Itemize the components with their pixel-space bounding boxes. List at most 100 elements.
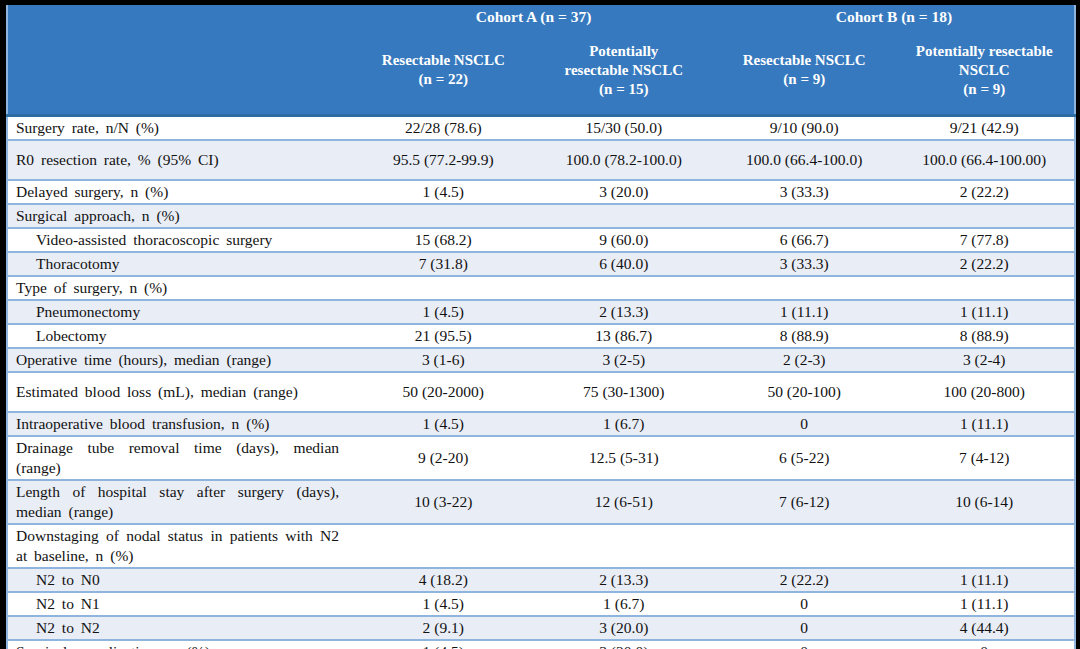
value-cell: 2 (22.2) (894, 252, 1075, 276)
value-cell (353, 276, 533, 300)
value-cell: 9 (60.0) (534, 228, 714, 252)
table-row: Lobectomy21 (95.5)13 (86.7)8 (88.9)8 (88… (7, 324, 1075, 348)
cohort-header-row: Cohort A (n = 37) Cohort B (n = 18) (7, 5, 1075, 32)
value-cell: 3 (20.0) (534, 616, 714, 640)
table-row: Surgery rate, n/N (%)22/28 (78.6)15/30 (… (7, 116, 1075, 141)
value-cell (353, 204, 533, 228)
value-cell: 3 (2-5) (534, 348, 714, 372)
table-row: N2 to N11 (4.5)1 (6.7)01 (11.1) (7, 592, 1075, 616)
row-label-cell: Delayed surgery, n (%) (7, 180, 353, 204)
value-cell (534, 524, 714, 568)
table-row: Intraoperative blood transfusion, n (%)1… (7, 412, 1075, 436)
row-label-cell: Surgical complications, n (%) (7, 640, 353, 649)
column-header-potentially-resectable-b: Potentially resectable NSCLC (n = 9) (894, 32, 1075, 116)
row-label-cell: N2 to N1 (7, 592, 353, 616)
value-cell: 6 (66.7) (714, 228, 894, 252)
value-cell: 1 (11.1) (894, 412, 1075, 436)
value-cell: 22/28 (78.6) (353, 116, 533, 141)
value-cell: 7 (4-12) (894, 436, 1075, 480)
table-row: Video-assisted thoracoscopic surgery15 (… (7, 228, 1075, 252)
value-cell: 9/21 (42.9) (894, 116, 1075, 141)
value-cell: 8 (88.9) (714, 324, 894, 348)
subgroup-header-row: Resectable NSCLC (n = 22) Potentially re… (7, 32, 1075, 116)
value-cell (534, 204, 714, 228)
value-cell: 0 (714, 412, 894, 436)
row-label-cell: Intraoperative blood transfusion, n (%) (7, 412, 353, 436)
value-cell: 4 (18.2) (353, 568, 533, 592)
row-label-cell: Lobectomy (7, 324, 353, 348)
value-cell: 9 (2-20) (353, 436, 533, 480)
value-cell: 100 (20-800) (894, 372, 1075, 412)
value-cell (714, 524, 894, 568)
row-label-cell: N2 to N2 (7, 616, 353, 640)
corner-cell-2 (7, 32, 353, 116)
row-label-cell: Thoracotomy (7, 252, 353, 276)
value-cell (894, 276, 1075, 300)
table-frame: Cohort A (n = 37) Cohort B (n = 18) Rese… (6, 5, 1076, 634)
value-cell: 1 (11.1) (894, 592, 1075, 616)
table-row: R0 resection rate, % (95% CI)95.5 (77.2-… (7, 140, 1075, 180)
value-cell: 100.0 (78.2-100.0) (534, 140, 714, 180)
column-header-resectable-a: Resectable NSCLC (n = 22) (353, 32, 533, 116)
value-cell: 0 (714, 616, 894, 640)
row-label-cell: Type of surgery, n (%) (7, 276, 353, 300)
row-label-cell: Drainage tube removal time (days), media… (7, 436, 353, 480)
value-cell (894, 524, 1075, 568)
value-cell: 3 (20.0) (534, 640, 714, 649)
value-cell: 3 (1-6) (353, 348, 533, 372)
value-cell: 8 (88.9) (894, 324, 1075, 348)
value-cell (894, 204, 1075, 228)
table-body: Surgery rate, n/N (%)22/28 (78.6)15/30 (… (7, 116, 1075, 649)
value-cell: 50 (20-2000) (353, 372, 533, 412)
value-cell (714, 276, 894, 300)
value-cell: 95.5 (77.2-99.9) (353, 140, 533, 180)
value-cell (534, 276, 714, 300)
table-row: Downstaging of nodal status in patients … (7, 524, 1075, 568)
table-row: Type of surgery, n (%) (7, 276, 1075, 300)
value-cell: 2 (13.3) (534, 568, 714, 592)
value-cell: 3 (33.3) (714, 180, 894, 204)
table-row: N2 to N04 (18.2)2 (13.3)2 (22.2)1 (11.1) (7, 568, 1075, 592)
row-label-cell: Downstaging of nodal status in patients … (7, 524, 353, 568)
value-cell: 3 (20.0) (534, 180, 714, 204)
value-cell: 0 (714, 592, 894, 616)
column-header-resectable-b: Resectable NSCLC (n = 9) (714, 32, 894, 116)
value-cell: 0 (714, 640, 894, 649)
table-row: Estimated blood loss (mL), median (range… (7, 372, 1075, 412)
table-row: N2 to N22 (9.1)3 (20.0)04 (44.4) (7, 616, 1075, 640)
row-label-cell: N2 to N0 (7, 568, 353, 592)
value-cell: 12 (6-51) (534, 480, 714, 524)
row-label-cell: Estimated blood loss (mL), median (range… (7, 372, 353, 412)
table-row: Drainage tube removal time (days), media… (7, 436, 1075, 480)
value-cell: 1 (11.1) (894, 568, 1075, 592)
value-cell: 15 (68.2) (353, 228, 533, 252)
table-row: Delayed surgery, n (%)1 (4.5)3 (20.0)3 (… (7, 180, 1075, 204)
column-header-potentially-resectable-a: Potentially resectable NSCLC (n = 15) (534, 32, 714, 116)
value-cell: 21 (95.5) (353, 324, 533, 348)
value-cell: 13 (86.7) (534, 324, 714, 348)
table-row: Surgical approach, n (%) (7, 204, 1075, 228)
value-cell: 6 (5-22) (714, 436, 894, 480)
value-cell: 1 (4.5) (353, 412, 533, 436)
value-cell: 3 (2-4) (894, 348, 1075, 372)
value-cell: 50 (20-100) (714, 372, 894, 412)
cohort-a-header: Cohort A (n = 37) (353, 5, 714, 32)
value-cell: 6 (40.0) (534, 252, 714, 276)
row-label-cell: R0 resection rate, % (95% CI) (7, 140, 353, 180)
value-cell: 1 (4.5) (353, 300, 533, 324)
value-cell: 1 (6.7) (534, 592, 714, 616)
table-row: Thoracotomy7 (31.8)6 (40.0)3 (33.3)2 (22… (7, 252, 1075, 276)
value-cell: 7 (6-12) (714, 480, 894, 524)
value-cell: 1 (4.5) (353, 180, 533, 204)
row-label-cell: Pneumonectomy (7, 300, 353, 324)
row-label-cell: Length of hospital stay after surgery (d… (7, 480, 353, 524)
table-row: Operative time (hours), median (range)3 … (7, 348, 1075, 372)
value-cell: 2 (22.2) (894, 180, 1075, 204)
row-label-cell: Surgery rate, n/N (%) (7, 116, 353, 141)
value-cell: 2 (22.2) (714, 568, 894, 592)
value-cell: 1 (4.5) (353, 640, 533, 649)
value-cell: 7 (77.8) (894, 228, 1075, 252)
value-cell: 100.0 (66.4-100.0) (714, 140, 894, 180)
row-label-cell: Surgical approach, n (%) (7, 204, 353, 228)
table-row: Pneumonectomy1 (4.5)2 (13.3)1 (11.1)1 (1… (7, 300, 1075, 324)
